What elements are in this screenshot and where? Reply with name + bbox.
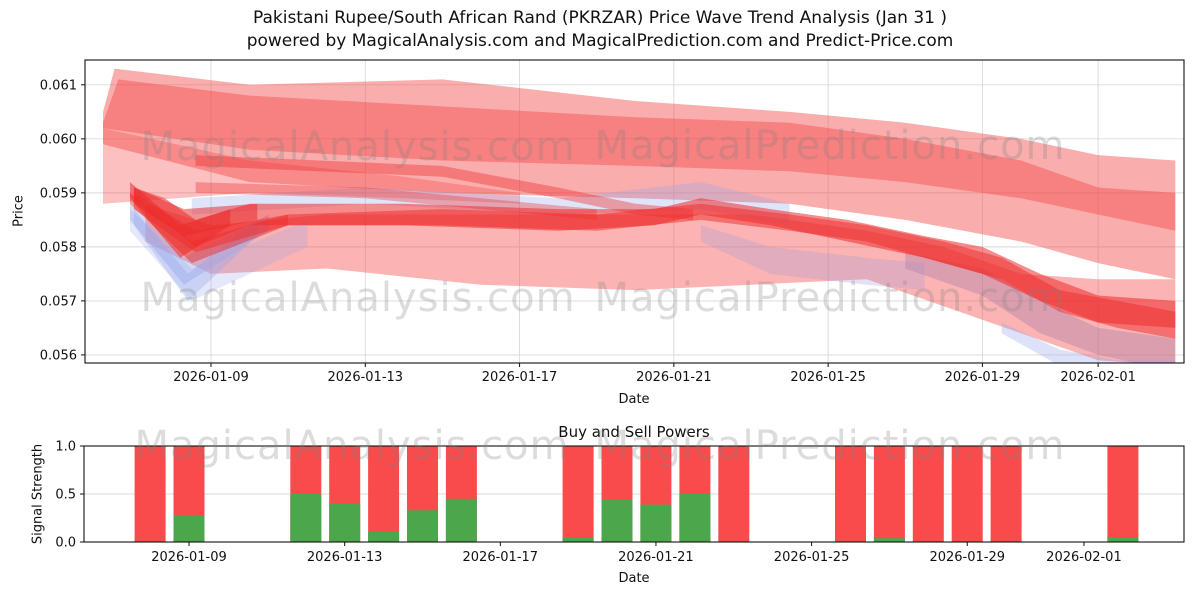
price-ytick-label: 0.061 <box>40 78 77 93</box>
price-xtick-label: 2026-01-29 <box>945 370 1021 385</box>
signal-ytick-label: 0.5 <box>55 488 76 503</box>
price-band-dip-fan-blue-2 <box>133 209 258 301</box>
sell-bar-2026-01-30 <box>990 446 1022 542</box>
price-band-right-purple <box>905 252 1176 363</box>
signal-ytick-label: 1.0 <box>55 440 76 455</box>
buy-bar-2026-01-21 <box>640 504 672 542</box>
price-xtick-label: 2026-01-13 <box>328 370 404 385</box>
chart-subtitle: powered by MagicalAnalysis.com and Magic… <box>246 31 954 51</box>
price-band-dip-fan-lavender <box>130 209 308 301</box>
price-xtick-label: 2026-01-25 <box>790 370 866 385</box>
sell-bar-2026-01-14 <box>368 446 400 542</box>
price-ytick-label: 0.058 <box>40 240 77 255</box>
buy-bar-2026-01-19 <box>562 537 594 542</box>
price-band-upper-band-inner <box>103 79 1176 280</box>
signal-xaxis-label: Date <box>618 571 650 586</box>
price-ytick-label: 0.059 <box>40 186 77 201</box>
signal-xtick-label: 2026-01-25 <box>774 550 850 565</box>
signal-xtick-label: 2026-01-13 <box>307 550 383 565</box>
signal-xtick-label: 2026-01-17 <box>463 550 539 565</box>
price-axes-frame <box>84 59 1185 364</box>
signal-axis-label: Signal Strength <box>30 443 46 545</box>
price-band-mid-lavender-lower <box>700 225 925 291</box>
price-bands <box>103 68 1176 363</box>
price-axis-label: Price <box>11 195 27 227</box>
price-band-upper-band-outer <box>103 68 1176 231</box>
buy-bar-2026-01-15 <box>407 510 438 542</box>
price-ytick-label: 0.056 <box>40 348 77 363</box>
signal-xtick-label: 2026-02-01 <box>1046 550 1122 565</box>
sell-bar-2026-01-26 <box>835 446 866 542</box>
sell-bar-2026-01-29 <box>951 446 983 542</box>
buy-bar-2026-01-14 <box>368 531 400 542</box>
price-xaxis-label: Date <box>618 392 650 407</box>
signal-bars <box>134 446 1139 542</box>
buy-bar-2026-01-16 <box>445 498 477 542</box>
chart-title: Pakistani Rupee/South African Rand (PKRZ… <box>252 8 948 28</box>
signal-xtick-label: 2026-01-29 <box>929 550 1005 565</box>
price-band-mid-blue-upper <box>191 182 790 226</box>
buy-bar-2026-01-22 <box>679 494 711 542</box>
buy-bar-2026-01-20 <box>601 499 633 542</box>
price-band-trend-core-2 <box>133 192 1176 339</box>
price-xtick-label: 2026-01-21 <box>636 370 712 385</box>
price-band-thin-strand-1 <box>195 155 694 220</box>
price-band-dip-fan-blue-1 <box>130 203 269 285</box>
sell-bar-2026-01-19 <box>562 446 594 542</box>
price-xtick-label: 2026-01-17 <box>482 370 558 385</box>
sell-bar-2026-01-23 <box>718 446 750 542</box>
buy-bar-2026-01-27 <box>873 538 905 542</box>
price-xtick-label: 2026-01-09 <box>173 370 249 385</box>
price-band-right-blue-sliver <box>1001 322 1176 363</box>
price-xtick-label: 2026-02-01 <box>1060 370 1136 385</box>
sell-bar-2026-02-02 <box>1107 446 1139 542</box>
sell-bar-2026-01-27 <box>873 446 905 542</box>
price-ytick-label: 0.060 <box>40 132 77 147</box>
sell-bar-2026-01-28 <box>912 446 944 542</box>
price-ytick-label: 0.057 <box>40 294 77 309</box>
buy-bar-2026-01-09 <box>173 515 205 542</box>
signal-chart-title: Buy and Sell Powers <box>558 423 710 441</box>
buy-bar-2026-02-02 <box>1107 537 1139 542</box>
signal-ytick-label: 0.0 <box>55 536 76 551</box>
signal-xtick-label: 2026-01-09 <box>151 550 227 565</box>
sell-bar-2026-01-08 <box>134 446 166 542</box>
signal-xtick-label: 2026-01-21 <box>618 550 694 565</box>
buy-bar-2026-01-12 <box>290 494 322 542</box>
price-band-upper-band-third <box>103 128 520 204</box>
buy-bar-2026-01-13 <box>329 503 361 542</box>
